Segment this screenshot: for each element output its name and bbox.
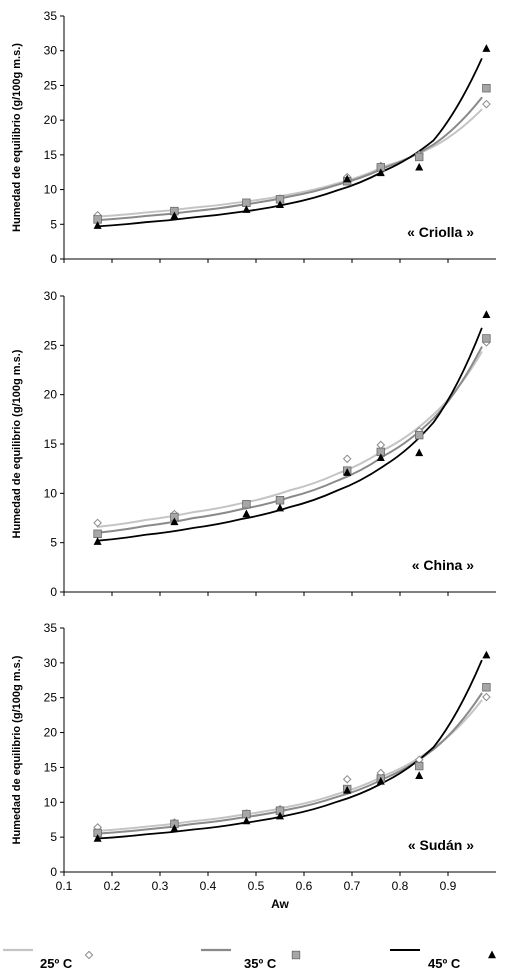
- y-axis-label: Humedad de equilibrio (g/100g m.s.): [11, 43, 23, 232]
- data-point-s25: [93, 518, 102, 528]
- legend-marker-s45: [488, 950, 496, 959]
- data-point-s45: [376, 453, 385, 462]
- legend-label: 25º C: [40, 956, 73, 971]
- y-tick-label: 35: [44, 9, 58, 23]
- chart-panel: 0 5 10 15 20 25 30 35 Humedad de equilibrio (g/1…: [11, 9, 496, 266]
- fit-curve-s45: [96, 659, 483, 840]
- y-tick-label: 20: [44, 726, 58, 740]
- y-tick-label: 0: [50, 585, 57, 599]
- fit-curve-s35: [96, 96, 483, 222]
- y-tick-label: 35: [44, 621, 58, 635]
- data-point-s35: [414, 761, 424, 771]
- legend-marker-s25: [84, 950, 94, 960]
- data-point-s45: [343, 785, 352, 794]
- y-tick-label: 5: [50, 830, 57, 844]
- data-point-s45: [482, 44, 491, 52]
- x-tick-label: 0.3: [152, 879, 169, 893]
- x-tick-label: 0.6: [296, 879, 313, 893]
- y-tick-label: 30: [44, 289, 58, 303]
- data-point-s45: [276, 503, 284, 512]
- y-tick-label: 10: [44, 486, 58, 500]
- y-tick-label: 20: [44, 388, 58, 402]
- fit-curve-s45: [96, 58, 483, 228]
- data-point-s25: [376, 440, 386, 450]
- data-point-s45: [93, 537, 102, 545]
- legend-label: 45º C: [428, 956, 461, 971]
- data-point-s45: [242, 816, 251, 825]
- x-tick-label: 0.2: [104, 879, 121, 893]
- data-point-s45: [170, 824, 179, 832]
- data-point-s45: [276, 811, 284, 820]
- legend-marker-s35: [291, 950, 301, 960]
- chart-panel: 0 5 10 15 20 25 30 35 0.1 0.2 0.3 0.4 0.5 0.6 0.7 0.8 0.…: [11, 621, 496, 911]
- x-tick-label: 0.8: [392, 879, 409, 893]
- data-point-s25: [342, 454, 352, 464]
- y-tick-label: 20: [44, 113, 58, 127]
- data-point-s45: [482, 310, 491, 318]
- legend: 25º C 35º C 45º C: [3, 948, 496, 971]
- y-tick-label: 0: [50, 865, 57, 879]
- data-point-s45: [93, 834, 102, 842]
- data-point-s35: [414, 152, 424, 162]
- x-tick-label: 0.4: [200, 879, 217, 893]
- data-point-s45: [343, 468, 352, 476]
- data-point-s45: [376, 776, 385, 785]
- chart-panel: 0 5 10 15 20 25 30 Humedad de equilibrio (g/100…: [11, 289, 496, 599]
- x-tick-label: 0.1: [56, 879, 73, 893]
- data-point-s45: [482, 650, 491, 659]
- data-point-s45: [415, 448, 424, 457]
- y-tick-label: 30: [44, 44, 58, 58]
- fit-curve-s25: [96, 699, 483, 832]
- data-point-s35: [482, 683, 491, 692]
- legend-label: 35º C: [244, 956, 277, 971]
- data-point-s45: [170, 211, 179, 220]
- y-axis-label: Humedad de equilibrio (g/100g m.s.): [11, 349, 23, 538]
- y-tick-label: 30: [44, 656, 58, 670]
- y-tick-label: 25: [44, 338, 58, 352]
- data-point-s45: [93, 221, 102, 229]
- y-tick-label: 10: [44, 183, 58, 197]
- x-axis-label: Aw: [271, 897, 289, 911]
- data-point-s45: [242, 509, 251, 518]
- y-tick-label: 15: [44, 760, 58, 774]
- y-tick-label: 10: [44, 795, 58, 809]
- data-point-s35: [414, 430, 424, 440]
- data-point-s45: [415, 162, 424, 171]
- data-point-s45: [415, 771, 424, 779]
- data-point-s45: [343, 174, 352, 183]
- y-tick-label: 5: [50, 536, 57, 550]
- data-point-s35: [242, 499, 251, 509]
- y-tick-label: 5: [50, 217, 57, 231]
- data-point-s25: [482, 99, 491, 109]
- data-point-s25: [482, 692, 491, 702]
- x-tick-label: 0.7: [344, 879, 361, 893]
- fit-curve-s25: [96, 108, 483, 218]
- x-tick-label: 0.9: [440, 879, 457, 893]
- y-tick-label: 15: [44, 148, 58, 162]
- data-point-s35: [482, 84, 491, 93]
- x-tick-label: 0.5: [248, 879, 265, 893]
- fit-curve-s45: [96, 327, 483, 542]
- y-tick-label: 15: [44, 437, 58, 451]
- fit-curve-s35: [96, 692, 483, 835]
- fit-curve-s25: [96, 351, 483, 528]
- data-point-s35: [275, 496, 285, 505]
- panel-label: « Criolla »: [407, 224, 474, 240]
- data-point-s35: [482, 334, 491, 343]
- data-point-s35: [93, 529, 102, 538]
- data-point-s45: [276, 200, 284, 209]
- data-point-s45: [376, 168, 385, 177]
- panel-label: « China »: [412, 557, 474, 573]
- data-point-s45: [170, 517, 179, 526]
- y-tick-label: 0: [50, 252, 57, 266]
- data-point-s25: [342, 774, 352, 784]
- y-tick-label: 25: [44, 691, 58, 705]
- data-point-s45: [242, 205, 251, 213]
- y-tick-label: 25: [44, 78, 58, 92]
- panel-label: « Sudán »: [408, 837, 474, 853]
- fit-curve-s35: [96, 346, 483, 534]
- y-axis-label: Humedad de equilibrio (g/100g m.s.): [11, 655, 23, 844]
